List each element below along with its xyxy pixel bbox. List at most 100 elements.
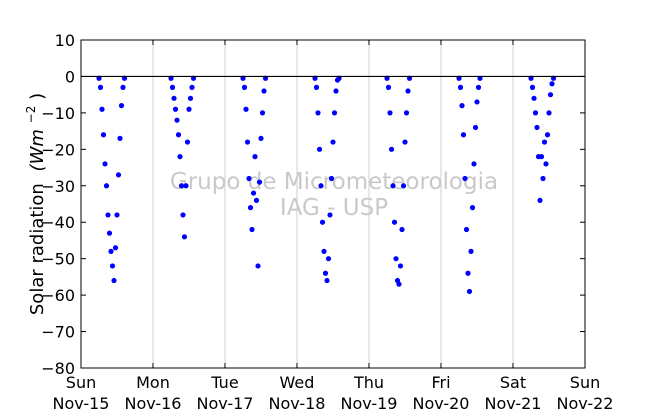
data-point — [258, 135, 264, 141]
x-tick-date-label: Nov-19 — [341, 394, 398, 409]
data-point — [540, 175, 546, 182]
data-point — [399, 226, 405, 233]
y-tick-label: −60 — [41, 286, 75, 305]
data-point — [250, 190, 257, 196]
plot-frame — [80, 39, 586, 369]
data-point — [534, 124, 540, 131]
data-point — [180, 212, 186, 218]
data-point — [396, 281, 402, 287]
data-point — [402, 139, 408, 145]
data-point — [537, 197, 543, 203]
data-point — [186, 106, 192, 112]
data-point — [246, 175, 252, 182]
x-tick-day-label: Wed — [280, 373, 315, 392]
data-point — [457, 84, 464, 90]
data-point — [469, 205, 476, 211]
x-tick-date-label: Nov-18 — [269, 394, 326, 409]
data-point — [189, 84, 195, 90]
data-point — [330, 139, 336, 145]
data-point — [315, 110, 321, 116]
data-point — [405, 88, 411, 94]
y-tick-label: −20 — [41, 140, 75, 159]
data-point — [313, 84, 320, 90]
data-point — [105, 212, 111, 218]
y-tick-label: 10 — [55, 31, 75, 50]
data-point — [471, 161, 477, 167]
data-point — [108, 248, 114, 254]
y-axis-title-unit-exponent: −2 — [24, 106, 38, 124]
data-point — [184, 139, 191, 145]
data-point — [549, 81, 555, 87]
data-point — [541, 139, 548, 145]
x-tick-day-label: Sat — [500, 373, 526, 392]
data-point — [316, 146, 323, 152]
data-point — [106, 230, 113, 236]
data-point — [111, 277, 117, 284]
data-point — [529, 84, 536, 90]
data-point — [318, 183, 324, 189]
data-points — [96, 75, 557, 295]
data-point — [400, 183, 407, 189]
data-point — [465, 270, 471, 276]
data-point — [174, 117, 180, 123]
data-point — [247, 205, 254, 211]
y-tick-label: −70 — [41, 323, 75, 342]
grid-lines — [152, 40, 514, 368]
data-point — [459, 103, 465, 109]
y-tick-label: −30 — [41, 177, 75, 196]
data-point — [97, 84, 104, 90]
data-point — [333, 88, 339, 94]
x-axis-ticks: Sun Nov-15 Mon Nov-16 Tue Nov-17 Wed Nov-18 Thu N… — [53, 40, 614, 409]
x-tick-date-label: Nov-15 — [53, 394, 110, 409]
data-point — [244, 139, 251, 145]
x-tick-date-label: Nov-22 — [557, 394, 614, 409]
data-point — [169, 84, 176, 90]
data-point — [388, 146, 395, 152]
y-tick-label: −40 — [41, 213, 75, 232]
data-point — [468, 248, 474, 254]
data-point — [178, 183, 185, 189]
data-point — [253, 197, 260, 203]
data-point — [103, 183, 110, 189]
data-point — [324, 277, 330, 284]
y-axis-title-main: Solar radiation — [27, 183, 48, 315]
data-point — [328, 175, 335, 182]
x-tick-day-label: Fri — [431, 373, 450, 392]
data-point — [100, 132, 107, 138]
data-point — [243, 106, 249, 112]
data-point — [249, 226, 255, 233]
data-point — [252, 154, 258, 160]
data-point — [114, 212, 120, 218]
data-point — [466, 288, 473, 295]
x-tick-day-label: Sun — [66, 373, 96, 392]
y-axis-ticks: 10 0 −10 −20 −30 −40 −50 −60 −70 −80 — [41, 31, 585, 378]
data-point — [109, 263, 116, 269]
watermark: Grupo de Micrometeorologia IAG - USP — [170, 169, 498, 221]
data-point — [385, 84, 392, 90]
y-axis-title-unit: (Wm — [27, 129, 48, 171]
data-point — [256, 179, 263, 185]
y-tick-label: −10 — [41, 104, 75, 123]
data-point — [531, 95, 537, 101]
y-tick-label: −80 — [41, 359, 75, 378]
data-point — [118, 103, 125, 109]
data-point — [538, 154, 545, 160]
y-tick-label: −50 — [41, 250, 75, 269]
watermark-line-2: IAG - USP — [280, 195, 388, 221]
data-point — [177, 154, 183, 160]
data-point — [102, 161, 108, 167]
data-point — [544, 132, 551, 138]
data-point — [547, 92, 554, 98]
data-point — [393, 256, 399, 262]
data-point — [546, 110, 552, 116]
data-point — [475, 84, 482, 90]
data-point — [319, 219, 326, 225]
x-tick-date-label: Nov-16 — [125, 394, 182, 409]
x-tick-day-label: Thu — [353, 373, 384, 392]
data-point — [327, 212, 333, 218]
data-point — [171, 95, 177, 101]
data-point — [325, 256, 332, 262]
data-point — [331, 110, 338, 116]
data-point — [241, 84, 248, 90]
